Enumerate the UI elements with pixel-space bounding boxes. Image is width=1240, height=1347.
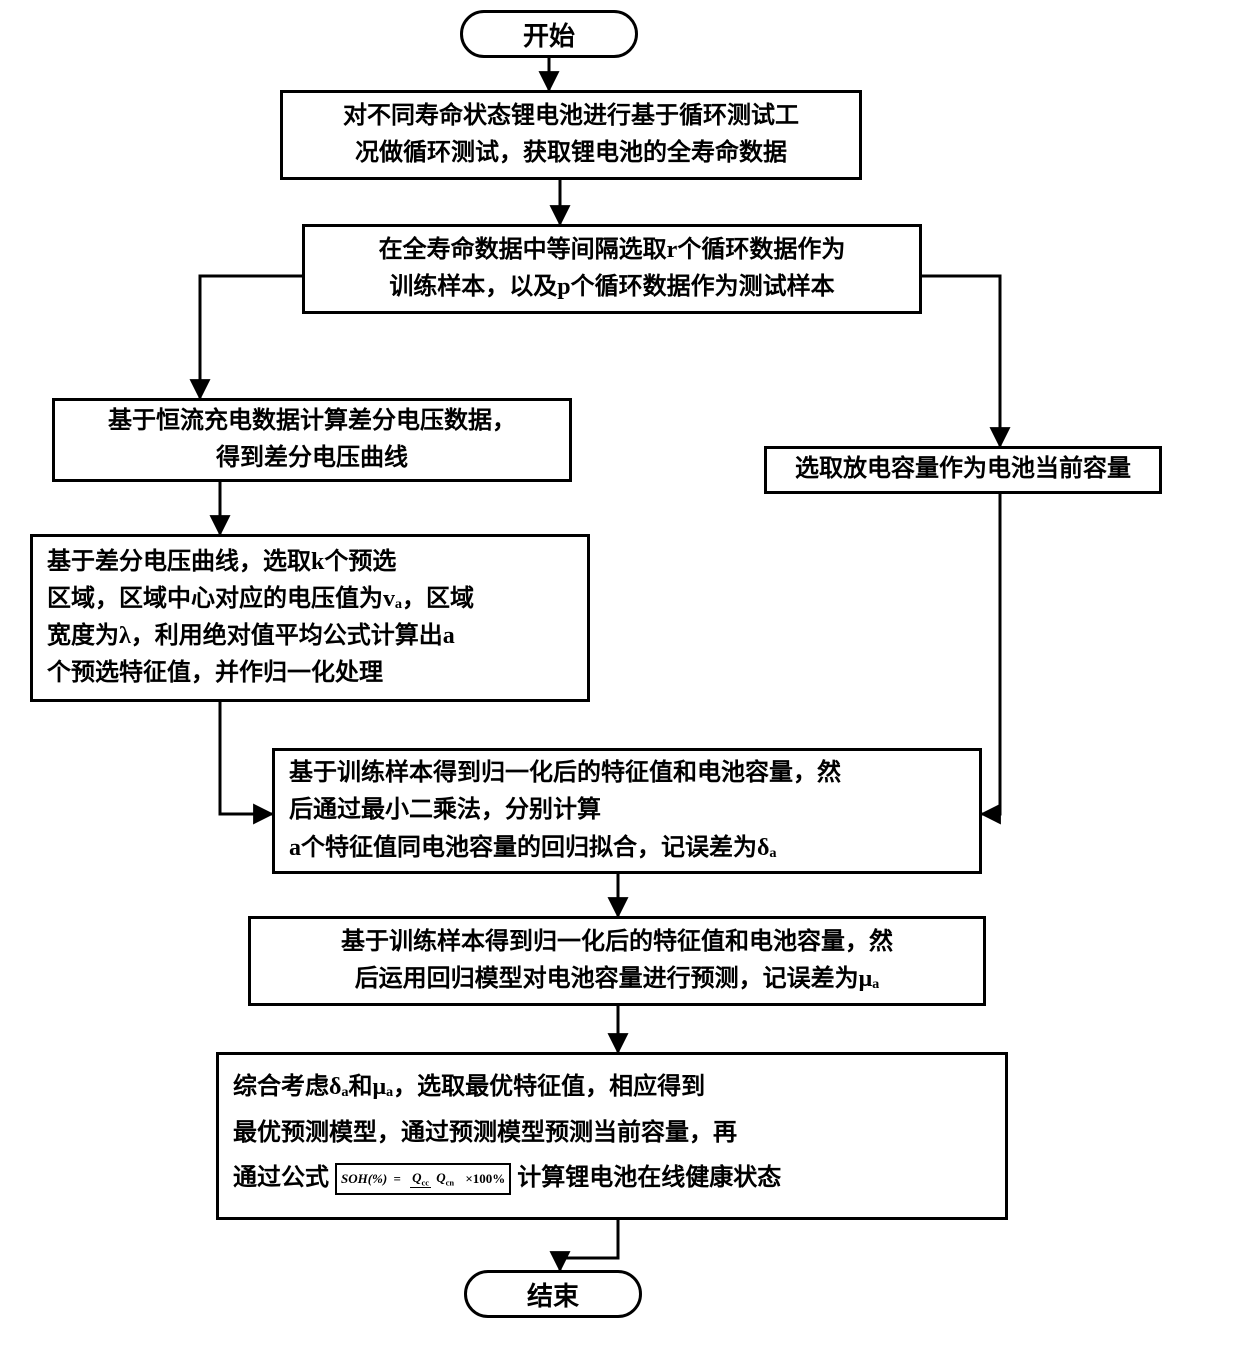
step-label: 基于训练样本得到归一化后的特征值和电池容量，然后运用回归模型对电池容量进行预测，… bbox=[341, 924, 893, 998]
n7-line1: 综合考虑δₐ和μₐ，选取最优特征值，相应得到 bbox=[233, 1065, 705, 1111]
step-preselect-regions: 基于差分电压曲线，选取k个预选区域，区域中心对应的电压值为vₐ，区域宽度为λ，利… bbox=[30, 534, 590, 702]
step-dv-curve: 基于恒流充电数据计算差分电压数据，得到差分电压曲线 bbox=[52, 398, 572, 482]
end-label: 结束 bbox=[527, 1276, 579, 1313]
step-label: 选取放电容量作为电池当前容量 bbox=[795, 451, 1131, 488]
step-label: 对不同寿命状态锂电池进行基于循环测试工况做循环测试，获取锂电池的全寿命数据 bbox=[343, 98, 799, 172]
n7-line3: 通过公式 SOH(%) = Qcc Qcn ×100% 计算锂电池在线健康状态 bbox=[233, 1156, 781, 1202]
step-label: 基于差分电压曲线，选取k个预选区域，区域中心对应的电压值为vₐ，区域宽度为λ，利… bbox=[47, 544, 474, 693]
edge-n2-n3 bbox=[200, 276, 302, 398]
start-terminal: 开始 bbox=[460, 10, 638, 58]
edge-n2-n3r bbox=[922, 276, 1000, 446]
edge-n3r-n5 bbox=[982, 494, 1000, 814]
step-regression-predict: 基于训练样本得到归一化后的特征值和电池容量，然后运用回归模型对电池容量进行预测，… bbox=[248, 916, 986, 1006]
soh-formula: SOH(%) = Qcc Qcn ×100% bbox=[335, 1163, 511, 1196]
step-least-squares: 基于训练样本得到归一化后的特征值和电池容量，然后通过最小二乘法，分别计算a个特征… bbox=[272, 748, 982, 874]
step-label: 基于训练样本得到归一化后的特征值和电池容量，然后通过最小二乘法，分别计算a个特征… bbox=[289, 755, 841, 867]
step-sample-select: 在全寿命数据中等间隔选取r个循环数据作为训练样本，以及p个循环数据作为测试样本 bbox=[302, 224, 922, 314]
step-label: 在全寿命数据中等间隔选取r个循环数据作为训练样本，以及p个循环数据作为测试样本 bbox=[379, 232, 846, 306]
start-label: 开始 bbox=[523, 16, 575, 53]
end-terminal: 结束 bbox=[464, 1270, 642, 1318]
step-discharge-capacity: 选取放电容量作为电池当前容量 bbox=[764, 446, 1162, 494]
step-label: 基于恒流充电数据计算差分电压数据，得到差分电压曲线 bbox=[108, 403, 516, 477]
n7-line2: 最优预测模型，通过预测模型预测当前容量，再 bbox=[233, 1111, 737, 1157]
step-select-optimal: 综合考虑δₐ和μₐ，选取最优特征值，相应得到 最优预测模型，通过预测模型预测当前… bbox=[216, 1052, 1008, 1220]
step-cycle-test: 对不同寿命状态锂电池进行基于循环测试工况做循环测试，获取锂电池的全寿命数据 bbox=[280, 90, 862, 180]
edge-n7-end bbox=[560, 1220, 618, 1270]
edge-n4-n5 bbox=[220, 702, 272, 814]
